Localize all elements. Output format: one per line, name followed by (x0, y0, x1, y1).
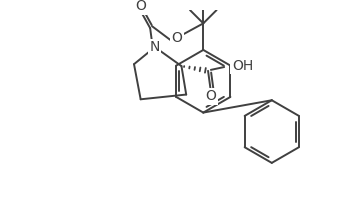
Text: N: N (150, 40, 160, 54)
Text: O: O (135, 0, 146, 13)
Text: OH: OH (232, 59, 253, 73)
Text: O: O (205, 89, 216, 103)
Text: O: O (171, 31, 182, 45)
